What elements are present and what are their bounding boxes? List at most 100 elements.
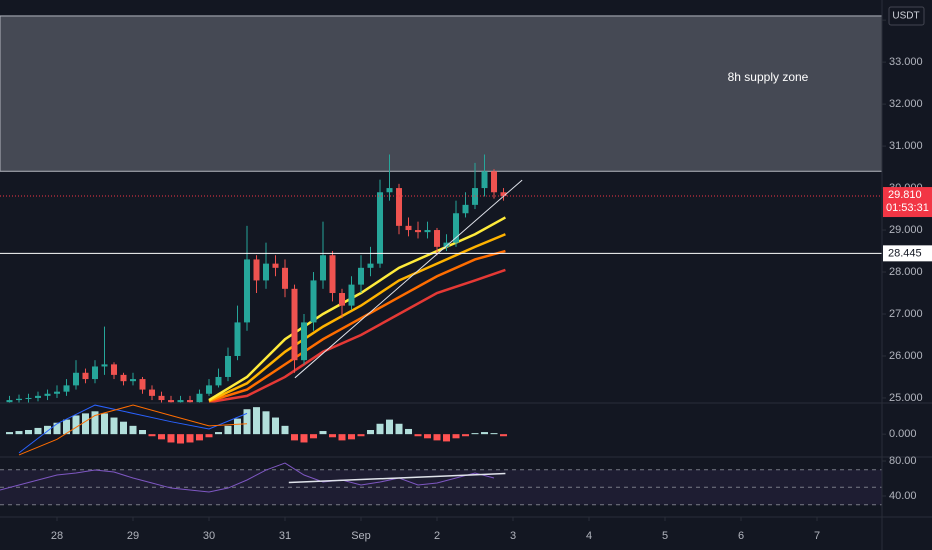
x-tick-label: 29 (127, 530, 139, 542)
candle-body (396, 188, 403, 226)
y-tick-label: 25.000 (889, 392, 923, 404)
macd-histogram-bar (405, 428, 413, 435)
macd-histogram-bar (481, 432, 489, 435)
candle-body (310, 280, 317, 323)
macd-histogram-bar (414, 434, 422, 437)
macd-histogram-bar (433, 434, 441, 441)
candle-body (367, 263, 374, 268)
candle-body (491, 171, 498, 193)
currency-badge (888, 6, 925, 26)
last-price-label: 29.810 (888, 189, 922, 201)
candle-body (377, 192, 384, 264)
macd-histogram-bar (443, 434, 451, 442)
macd-histogram-bar (319, 431, 327, 435)
macd-histogram-bar (376, 423, 384, 435)
supply-zone (0, 15, 882, 172)
candle-body (120, 374, 127, 382)
y-tick-label: 26.000 (889, 350, 923, 362)
candle-body (73, 372, 80, 386)
macd-histogram-bar (72, 415, 80, 435)
candle-body (6, 400, 13, 403)
macd-histogram-bar (338, 434, 346, 441)
macd-histogram-bar (148, 434, 156, 437)
ema-ribbon (208, 233, 506, 403)
currency-label: USDT (892, 11, 919, 22)
candle-body (63, 385, 70, 392)
candle-body (358, 267, 365, 285)
candle-body (101, 364, 108, 367)
candle-body (339, 293, 346, 306)
macd-histogram-bar (300, 434, 308, 443)
macd-histogram-bar (386, 419, 394, 435)
macd-histogram-bar (186, 434, 194, 443)
macd-histogram-bar (110, 417, 118, 435)
macd-histogram-bar (329, 434, 337, 438)
y-tick-label: 27.000 (889, 308, 923, 320)
ema-ribbon (208, 216, 507, 402)
candle-body (291, 288, 298, 361)
candle-body (168, 400, 175, 403)
candle-body (244, 259, 251, 323)
candle-body (82, 372, 89, 380)
macd-line (18, 404, 248, 456)
macd-histogram-bar (500, 434, 508, 437)
candle-body (405, 225, 412, 231)
ema-ribbon (208, 249, 506, 403)
macd-histogram-bar (272, 417, 280, 435)
candle-body (472, 188, 479, 205)
macd-histogram-bar (452, 434, 460, 439)
candle-body (234, 322, 241, 356)
macd-histogram-bar (357, 434, 365, 437)
trend-line (294, 179, 523, 379)
x-tick-label: Sep (351, 530, 371, 542)
x-tick-label: 4 (586, 530, 592, 542)
x-tick-label: 7 (814, 530, 820, 542)
macd-pane (6, 404, 508, 456)
macd-histogram-bar (82, 413, 90, 435)
macd-histogram-bar (53, 422, 61, 435)
rsi-pane (0, 462, 882, 506)
macd-histogram-bar (291, 434, 299, 441)
candle-body (453, 213, 460, 243)
y-tick-label: 40.00 (889, 490, 917, 502)
axis-layer: 25.000 26.000 27.000 28.000 29.000 3 0.000 31.0… (51, 6, 932, 542)
y-tick-label: 0.000 (889, 428, 917, 440)
y-tick-label: 29.000 (889, 224, 923, 236)
zone-label: 8h supply zone (728, 70, 809, 84)
x-tick-label: 31 (279, 530, 291, 542)
candle-body (320, 255, 327, 281)
macd-histogram-bar (224, 425, 232, 435)
macd-histogram-bar (348, 434, 356, 440)
candle-body (329, 255, 336, 294)
candle-body (54, 391, 61, 394)
candle-body (253, 259, 260, 281)
candle-body (272, 263, 279, 268)
macd-histogram-bar (215, 432, 223, 435)
candle-body (25, 397, 32, 399)
candle-body (225, 355, 232, 377)
candle-body (434, 230, 441, 247)
macd-histogram-bar (253, 407, 261, 435)
macd-histogram-bar (120, 421, 128, 435)
macd-histogram-bar (177, 434, 185, 444)
candle-body (301, 322, 308, 361)
y-tick-label: 31.000 (889, 140, 923, 152)
candle-body (415, 230, 422, 233)
macd-histogram-bar (471, 433, 479, 435)
y-tick-label: 33.000 (889, 56, 923, 68)
macd-histogram-bar (281, 425, 289, 435)
macd-histogram-bar (101, 413, 109, 435)
x-tick-label: 2 (434, 530, 440, 542)
candle-body (130, 379, 137, 382)
macd-histogram-bar (6, 432, 14, 435)
y-tick-label: 80.00 (889, 455, 917, 467)
macd-histogram-bar (234, 418, 242, 435)
y-tick-label: 32.000 (889, 98, 923, 110)
macd-histogram-bar (462, 434, 470, 437)
macd-histogram-bar (490, 433, 498, 435)
macd-histogram-bar (63, 419, 71, 435)
candle-body (92, 366, 99, 380)
candle-body (177, 400, 184, 403)
candle-body (348, 284, 355, 306)
ema-ribbon (208, 268, 506, 403)
